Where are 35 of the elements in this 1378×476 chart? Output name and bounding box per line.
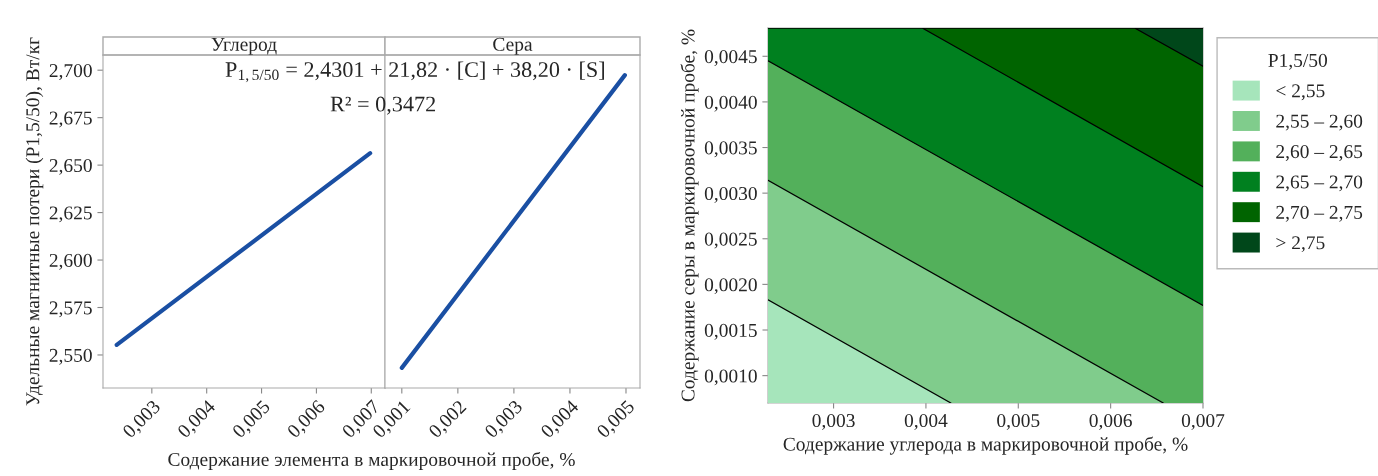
y-tick-label: 2,700 (49, 64, 92, 80)
x-tick-label: 0,007 (1181, 413, 1225, 430)
y-tick-label: 0,0030 (704, 186, 757, 203)
legend-label: 2,60 – 2,65 (1276, 145, 1363, 161)
x-tick-label: 0,005 (997, 413, 1040, 430)
y-tick-label: 2,550 (49, 348, 92, 365)
y-tick-label: 0,0015 (704, 323, 757, 340)
y-tick-label: 2,600 (49, 253, 92, 270)
x-tick-label: 0,006 (1089, 413, 1132, 430)
x-tick-label: 0,004 (904, 413, 948, 430)
chart-title: Углерод (211, 37, 277, 55)
x-axis-title: Содержание углерода в маркировочной пробе, % (783, 436, 1188, 455)
y-tick-label: 2,625 (49, 206, 92, 223)
y-tick-label: 2,575 (49, 301, 92, 318)
y-tick-label: 2,675 (49, 111, 92, 128)
y-axis-title: Содержание серы в маркировочной пробе, % (680, 29, 699, 402)
legend-title: P1,5/50 (1268, 53, 1328, 70)
x-tick-label: 0,003 (812, 413, 855, 430)
y-tick-label: 0,0010 (704, 369, 757, 386)
legend-label: 2,65 – 2,70 (1276, 175, 1363, 192)
y-tick-label: 0,0025 (704, 232, 757, 249)
y-tick-label: 0,0040 (704, 95, 757, 112)
x-axis-title: Содержание элемента в маркировочной пробе, % (168, 451, 575, 470)
y-axis-title: Удельные магнитные потери (P1,5/50), Вт/кг (25, 37, 44, 406)
annotation: P$_{1,5/50}$ = 2,4301 + 21,82 · [C] + 38,20 · [S] (225, 61, 604, 83)
legend-label: < 2,55 (1276, 84, 1325, 101)
legend-label: > 2,75 (1276, 236, 1325, 253)
y-tick-label: 0,0035 (704, 141, 757, 158)
legend-label: 2,55 – 2,60 (1276, 114, 1363, 131)
y-tick-label: 0,0045 (704, 50, 757, 67)
annotation: R² = 0,3472 (330, 96, 436, 115)
legend-label: 2,70 – 2,75 (1276, 205, 1363, 222)
y-tick-label: 2,650 (49, 158, 92, 175)
y-tick-label: 0,0020 (704, 278, 757, 295)
chart-title: Сера (493, 37, 533, 55)
